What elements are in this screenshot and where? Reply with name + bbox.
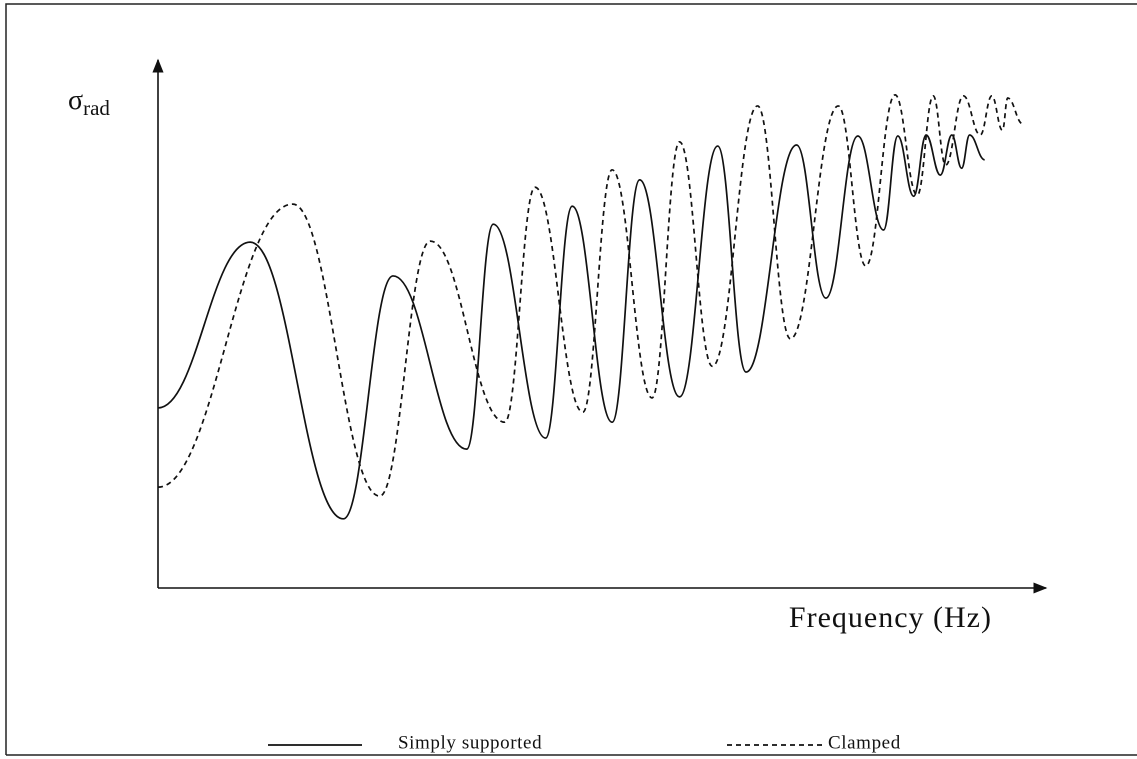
frame [5,3,1137,755]
line-series [157,93,1024,497]
y-axis-label: σrad [68,85,110,119]
legend-label: Clamped [828,732,901,753]
x-axis-label: Frequency (Hz) [789,601,992,634]
legend-label: Simply supported [398,732,542,753]
line-series [157,134,986,520]
